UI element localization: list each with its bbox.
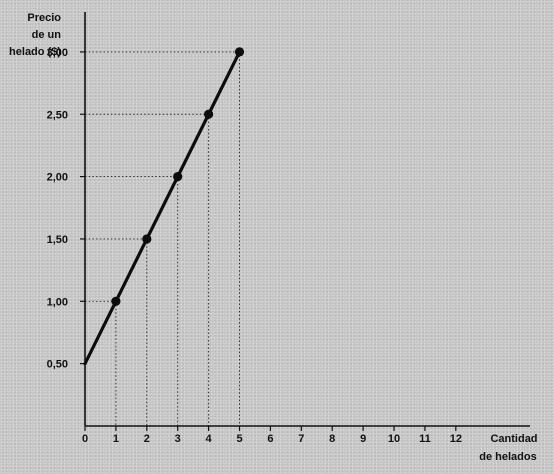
- y-tick-label: 0,50: [47, 359, 68, 371]
- data-point: [173, 172, 183, 182]
- x-tick-label: 0: [82, 433, 88, 445]
- x-tick-label: 3: [175, 433, 181, 445]
- data-point: [234, 47, 245, 57]
- x-tick-label: 4: [206, 433, 213, 445]
- y-tick-label: 2,00: [47, 172, 68, 184]
- x-tick-label: 1: [113, 433, 119, 445]
- x-axis-title: Cantidad de helados: [479, 433, 537, 463]
- x-tick-label: 11: [419, 433, 431, 445]
- x-tick-label: 8: [329, 433, 335, 445]
- y-axis-title-line-2: de un: [32, 29, 62, 41]
- x-tick-label: 7: [298, 433, 304, 445]
- x-tick-label: 9: [360, 433, 366, 445]
- data-point: [204, 109, 214, 119]
- y-axis-ticks: 0,50 1,00 1,50 2,00 2,50 3,00: [47, 47, 85, 371]
- x-axis-title-line-2: de helados: [479, 451, 536, 463]
- x-tick-label: 2: [144, 433, 150, 445]
- data-point: [142, 234, 152, 244]
- guide-lines: [85, 51, 240, 426]
- y-tick-label: 2,50: [47, 109, 68, 121]
- x-tick-label: 10: [388, 433, 400, 445]
- series-line: [83, 50, 242, 366]
- y-axis-title-line-3: helado ($): [9, 46, 61, 58]
- x-axis-title-line-1: Cantidad: [490, 433, 537, 445]
- y-tick-label: 1,00: [47, 296, 68, 308]
- y-tick-label: 3,00: [47, 47, 68, 59]
- series-group: [83, 47, 245, 366]
- y-axis-title-line-1: Precio: [27, 12, 61, 24]
- x-tick-label: 12: [450, 433, 462, 445]
- x-tick-label: 6: [267, 433, 273, 445]
- x-axis-ticks: 0 1 2 3 4 5 6 7 8 9 10 11 12: [82, 426, 462, 445]
- data-point: [111, 296, 121, 306]
- x-tick-label: 5: [236, 433, 242, 445]
- y-tick-label: 1,50: [47, 234, 68, 246]
- y-axis-title: Precio de un helado ($): [9, 12, 61, 58]
